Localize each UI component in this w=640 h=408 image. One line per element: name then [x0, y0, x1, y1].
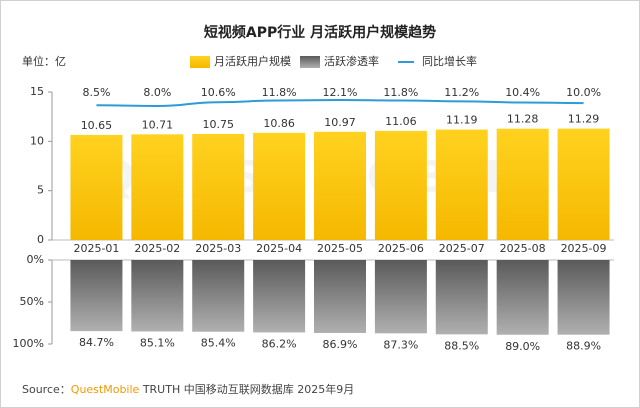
x-tick-label: 2025-03 — [195, 242, 241, 255]
x-tick-label: 2025-01 — [73, 242, 119, 255]
value-label: 11.2% — [444, 86, 479, 99]
bar — [253, 132, 306, 240]
value-label: 10.86 — [263, 117, 295, 130]
bar — [557, 260, 610, 335]
bar — [435, 260, 488, 335]
bar — [435, 129, 488, 240]
legend-swatch — [300, 56, 320, 68]
source-brand: QuestMobile — [71, 383, 140, 396]
bar — [131, 260, 184, 332]
value-label: 88.5% — [444, 339, 479, 352]
value-label: 12.1% — [323, 86, 358, 99]
value-label: 11.19 — [446, 114, 478, 127]
x-tick-label: 2025-05 — [317, 242, 363, 255]
bar — [314, 260, 366, 333]
value-label: 84.7% — [79, 336, 114, 349]
x-tick-label: 2025-06 — [378, 242, 424, 255]
value-label: 11.06 — [385, 115, 417, 128]
bar — [374, 260, 427, 334]
value-label: 86.2% — [262, 337, 297, 350]
value-label: 11.28 — [507, 113, 539, 126]
legend-label: 活跃渗透率 — [324, 54, 379, 68]
value-label: 10.6% — [201, 86, 236, 99]
value-label: 88.9% — [566, 340, 601, 353]
value-label: 11.29 — [568, 113, 600, 126]
legend-label: 同比增长率 — [422, 54, 477, 68]
bar — [131, 134, 184, 240]
x-tick-label: 2025-02 — [134, 242, 180, 255]
x-tick-label: 2025-09 — [561, 242, 607, 255]
x-tick-label: 2025-04 — [256, 242, 302, 255]
legend-swatch — [190, 56, 210, 68]
bar — [192, 133, 245, 240]
value-label: 10.4% — [505, 86, 540, 99]
value-label: 10.65 — [81, 119, 113, 132]
x-tick-label: 2025-07 — [439, 242, 485, 255]
value-label: 10.75 — [202, 118, 234, 131]
bar — [253, 260, 306, 333]
value-label: 10.0% — [566, 86, 601, 99]
bar — [557, 128, 610, 240]
value-label: 86.9% — [323, 338, 358, 351]
value-label: 89.0% — [505, 340, 540, 353]
bar — [496, 260, 549, 335]
bar — [70, 260, 123, 332]
bar — [70, 134, 123, 240]
source-text: TRUTH 中国移动互联网数据库 2025年9月 — [142, 382, 354, 396]
y-tick-label: 10 — [30, 134, 44, 147]
value-label: 11.8% — [383, 86, 418, 99]
chart-title: 短视频APP行业 月活跃用户规模趋势 — [204, 24, 436, 41]
bar — [192, 260, 245, 332]
value-label: 85.1% — [140, 336, 175, 349]
y-tick-label: 15 — [30, 85, 44, 98]
x-tick-label: 2025-08 — [500, 242, 546, 255]
y2-tick-label: 100% — [13, 337, 44, 350]
value-label: 8.0% — [143, 86, 171, 99]
source-prefix: Source： — [22, 383, 71, 396]
value-label: 10.97 — [324, 116, 356, 129]
value-label: 87.3% — [383, 338, 418, 351]
source-label: Source：QuestMobile TRUTH 中国移动互联网数据库 2025… — [22, 382, 354, 396]
value-label: 11.8% — [262, 86, 297, 99]
line — [96, 98, 584, 108]
y-tick-label: 0 — [37, 233, 44, 246]
bar — [314, 131, 366, 240]
y-tick-label: 5 — [37, 184, 44, 197]
bar — [374, 130, 427, 240]
value-label: 10.71 — [142, 118, 174, 131]
value-label: 85.4% — [201, 337, 236, 350]
legend-label: 月活跃用户规模 — [214, 54, 291, 68]
bar — [496, 128, 549, 240]
value-label: 8.5% — [82, 86, 110, 99]
y2-tick-label: 50% — [20, 295, 44, 308]
y2-tick-label: 0% — [27, 253, 44, 266]
unit-label: 单位：亿 — [22, 54, 66, 68]
